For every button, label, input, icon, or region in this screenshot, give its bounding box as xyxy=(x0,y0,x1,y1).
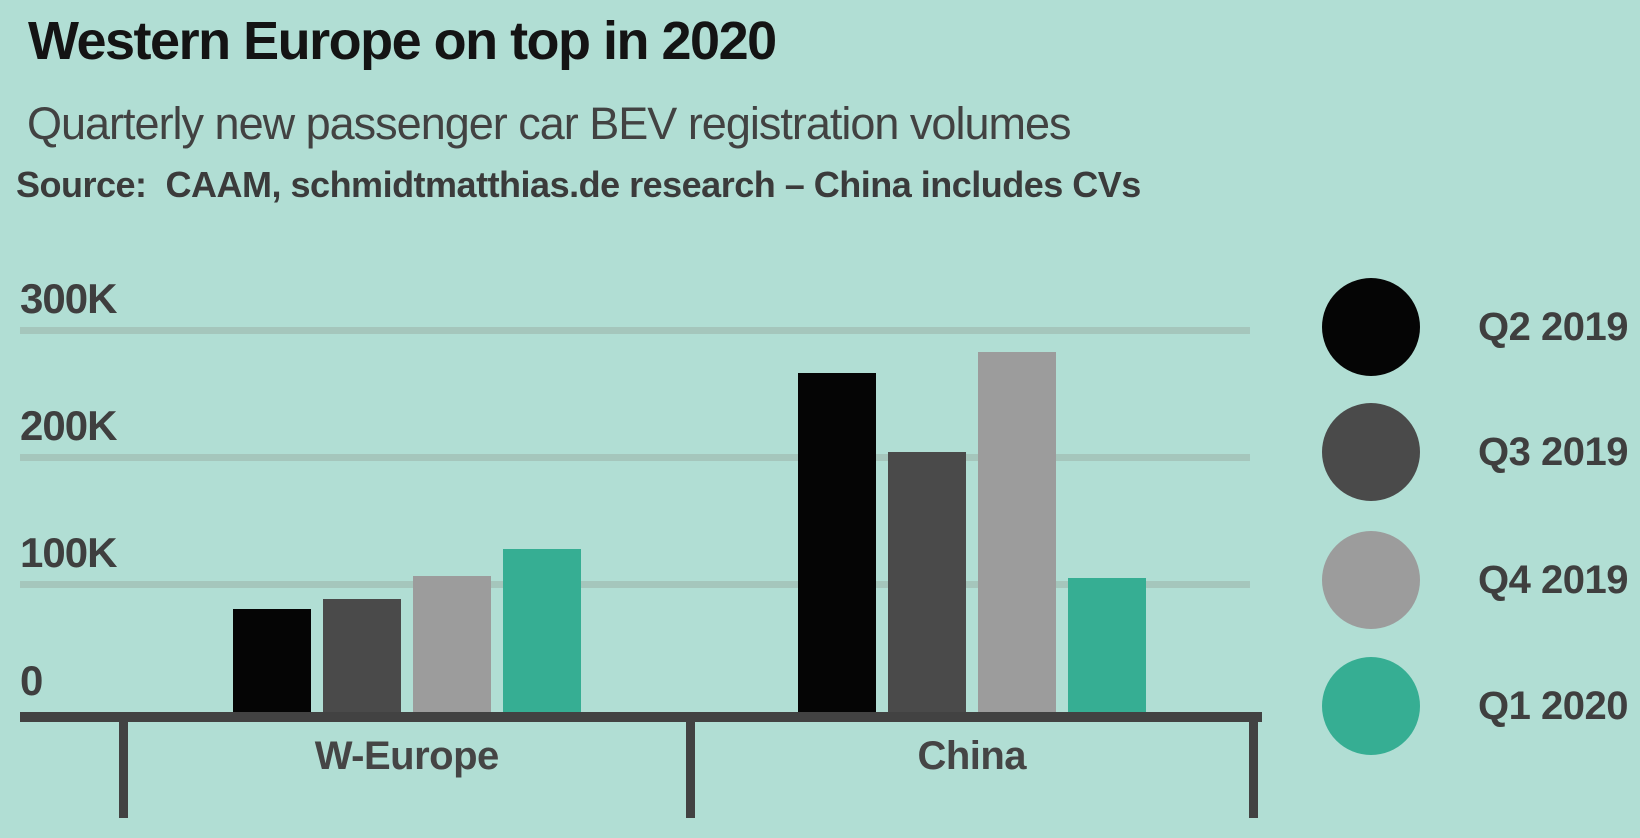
legend-label-q1-2020: Q1 2020 xyxy=(1478,684,1628,728)
bar-china-q4-2019 xyxy=(977,351,1056,712)
chart-title: Western Europe on top in 2020 xyxy=(28,11,777,71)
legend-swatch-q2-2019 xyxy=(1322,278,1420,376)
gridline-300k xyxy=(20,326,1250,334)
x-axis-tick-1 xyxy=(685,712,695,818)
legend-swatch-q4-2019 xyxy=(1322,531,1420,629)
bar-w-europe-q3-2019 xyxy=(322,598,401,712)
category-label-w-europe: W-Europe xyxy=(314,734,500,778)
chart-source-note: Source: CAAM, schmidtmatthias.de researc… xyxy=(16,164,1141,205)
bar-china-q3-2019 xyxy=(887,452,966,712)
legend-swatch-q1-2020 xyxy=(1322,657,1420,755)
legend-label-q2-2019: Q2 2019 xyxy=(1478,305,1628,349)
gridline-100k xyxy=(20,581,1250,589)
bar-china-q1-2020 xyxy=(1067,578,1146,712)
chart-subtitle: Quarterly new passenger car BEV registra… xyxy=(27,98,1071,149)
bar-china-q2-2019 xyxy=(797,373,876,712)
bar-w-europe-q4-2019 xyxy=(412,575,491,712)
category-label-china: China xyxy=(917,734,1027,778)
y-axis-label-100k: 100K xyxy=(20,529,117,577)
y-axis-label-0: 0 xyxy=(20,656,43,704)
gridline-200k xyxy=(20,453,1250,461)
bar-w-europe-q1-2020 xyxy=(502,549,581,712)
legend-swatch-q3-2019 xyxy=(1322,403,1420,501)
legend-label-q3-2019: Q3 2019 xyxy=(1478,430,1628,474)
y-axis-label-300k: 300K xyxy=(20,274,117,322)
x-axis-tick-2 xyxy=(1249,712,1258,818)
legend-label-q4-2019: Q4 2019 xyxy=(1478,558,1628,602)
x-axis-tick-0 xyxy=(119,712,128,818)
bar-w-europe-q2-2019 xyxy=(232,608,311,712)
x-axis-line xyxy=(20,712,1262,722)
y-axis-label-200k: 200K xyxy=(20,401,117,449)
